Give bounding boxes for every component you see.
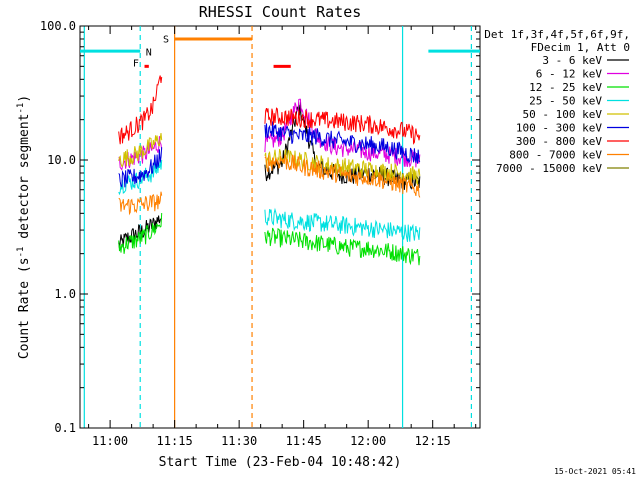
legend-entry: 3 - 6 keV (542, 54, 602, 67)
y-axis-label: Count Rate (s-1 detector segment-1) (16, 95, 32, 359)
series-line-5-seg1 (118, 147, 163, 188)
legend-header: FDecim 1, Att 0 (531, 41, 630, 54)
series-line-6-seg1 (118, 75, 163, 145)
y-label-end: ) (17, 95, 32, 103)
x-tick-label: 11:15 (157, 434, 193, 448)
series-line-2-seg1 (118, 212, 163, 254)
y-label-mid: detector segment (17, 114, 32, 247)
legend-entry: 7000 - 15000 keV (496, 162, 602, 175)
state-label: F (133, 58, 139, 69)
state-bars: FNS (80, 35, 480, 69)
legend-entry: 25 - 50 keV (529, 95, 602, 108)
y-tick-label: 10.0 (47, 153, 76, 167)
y-label-main: Count Rate (s (17, 257, 32, 359)
x-tick-label: 12:00 (350, 434, 386, 448)
series-line-2-seg2 (264, 227, 421, 266)
y-label-sup2: -1 (16, 103, 26, 114)
state-label: S (163, 35, 169, 46)
legend-entry: 6 - 12 keV (536, 68, 603, 81)
series-line-3-seg2 (264, 207, 421, 242)
x-tick-label: 11:00 (92, 434, 128, 448)
legend-entry: 12 - 25 keV (529, 81, 602, 94)
footer-timestamp: 15-Oct-2021 05:41 (554, 467, 636, 476)
y-tick-label: 1.0 (54, 287, 76, 301)
legend-entry: 800 - 7000 keV (509, 149, 602, 162)
series-line-7-seg1 (118, 191, 163, 216)
legend-entry: 50 - 100 keV (523, 108, 603, 121)
series-line-6-seg2 (264, 107, 421, 145)
x-axis-label: Start Time (23-Feb-04 10:48:42) (159, 455, 402, 470)
state-label: N (146, 48, 152, 59)
series-line-4-seg1 (118, 133, 163, 167)
series-line-7-seg2 (264, 154, 421, 198)
series-layer (118, 75, 421, 266)
y-tick-label: 100.0 (40, 19, 76, 33)
x-tick-label: 12:15 (415, 434, 451, 448)
legend-header: Det 1f,3f,4f,5f,6f,9f, (484, 28, 630, 41)
vertical-markers (83, 26, 472, 428)
legend-entry: 100 - 300 keV (516, 122, 602, 135)
series-line-3-seg1 (118, 159, 163, 196)
x-tick-label: 11:45 (286, 434, 322, 448)
y-tick-label: 0.1 (54, 421, 76, 435)
series-line-0-seg2 (264, 102, 421, 190)
legend-entry: 300 - 800 keV (516, 135, 602, 148)
chart-title: RHESSI Count Rates (199, 3, 362, 21)
plot-frame (79, 25, 481, 429)
y-label-sup1: -1 (16, 247, 26, 258)
axis-ticks: 0.1 1.0 10.0 100.0 11:00 11:15 11:30 11:45 12:00… (40, 19, 480, 448)
x-tick-label: 11:30 (221, 434, 257, 448)
series-line-5-seg2 (264, 121, 421, 164)
legend: Det 1f,3f,4f,5f,6f,9f,FDecim 1, Att 03 -… (484, 28, 630, 175)
